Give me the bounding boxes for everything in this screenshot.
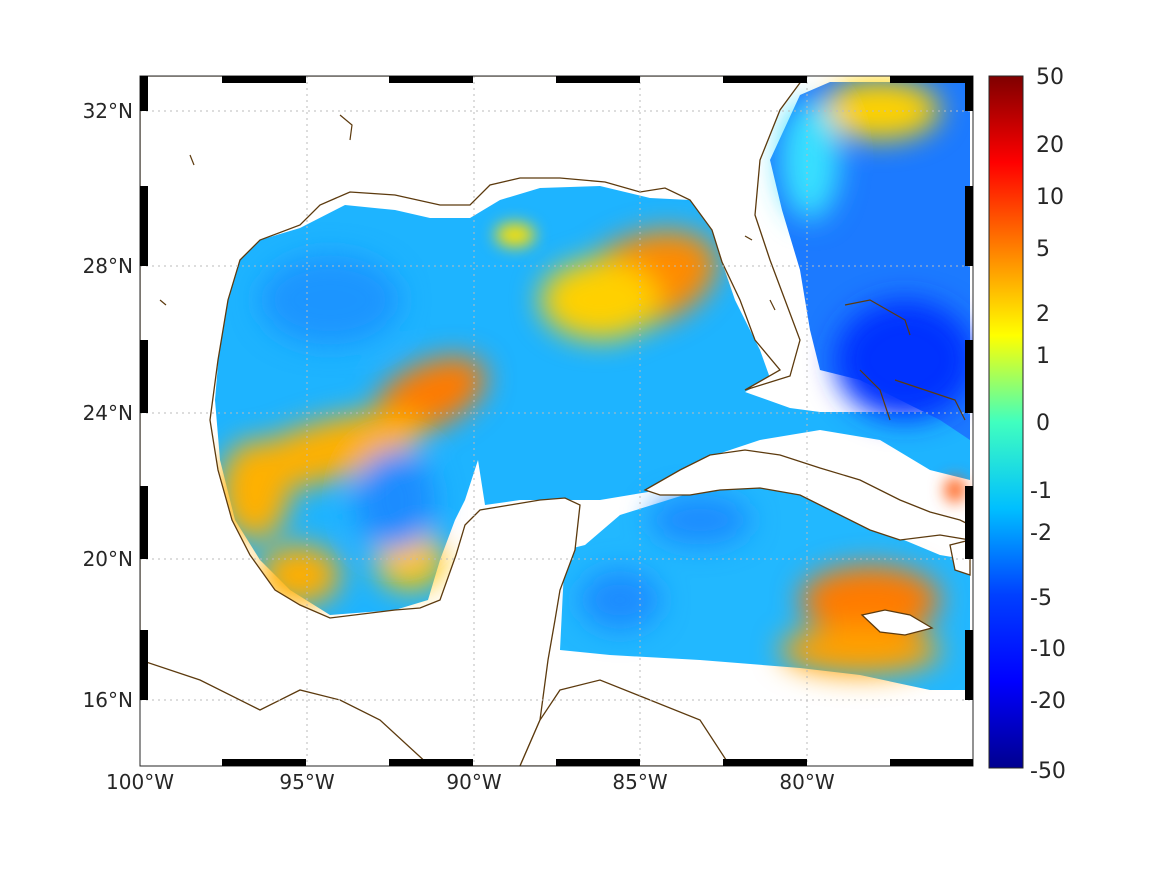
- colorbar: 50 20 10 5 2 1 0 -1 -2 -5 -10 -20 -50: [988, 65, 1066, 784]
- anomaly-field: [215, 80, 973, 690]
- colorbar-gradient: [988, 75, 1024, 769]
- colorbar-label: 0: [1036, 411, 1050, 436]
- x-tick-label: 85°W: [612, 770, 667, 794]
- x-tick-label: 100°W: [106, 770, 174, 794]
- colorbar-label: -50: [1030, 759, 1066, 784]
- colorbar-label: -10: [1030, 637, 1066, 662]
- colorbar-label: -20: [1030, 689, 1066, 714]
- x-tick-label: 95°W: [279, 770, 334, 794]
- colorbar-label: -2: [1030, 521, 1052, 546]
- y-tick-label: 16°N: [83, 688, 133, 712]
- colorbar-label: 20: [1036, 133, 1064, 158]
- colorbar-label: 5: [1036, 237, 1050, 262]
- colorbar-label: -1: [1030, 479, 1052, 504]
- map-area: [140, 76, 973, 766]
- y-axis-labels: 32°N 28°N 24°N 20°N 16°N: [83, 99, 133, 712]
- colorbar-label: 10: [1036, 185, 1064, 210]
- colorbar-label: 1: [1036, 344, 1050, 369]
- y-tick-label: 20°N: [83, 547, 133, 571]
- y-tick-label: 32°N: [83, 99, 133, 123]
- map-frame: [139, 75, 974, 767]
- y-tick-label: 28°N: [83, 254, 133, 278]
- islands: [159, 114, 966, 421]
- y-tick-label: 24°N: [83, 401, 133, 425]
- x-tick-label: 80°W: [779, 770, 834, 794]
- land-masks: [140, 76, 971, 766]
- colorbar-label: -5: [1030, 586, 1052, 611]
- colorbar-label: 2: [1036, 302, 1050, 327]
- graticule: [140, 76, 973, 766]
- colorbar-label: 50: [1036, 65, 1064, 90]
- colorbar-labels: 50 20 10 5 2 1 0 -1 -2 -5 -10 -20 -50: [1030, 65, 1066, 784]
- x-tick-label: 90°W: [446, 770, 501, 794]
- x-axis-labels: 100°W 95°W 90°W 85°W 80°W: [106, 770, 835, 794]
